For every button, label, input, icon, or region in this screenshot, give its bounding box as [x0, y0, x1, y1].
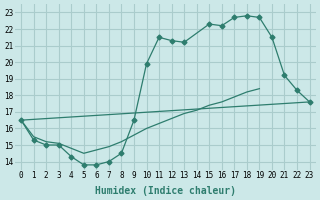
- X-axis label: Humidex (Indice chaleur): Humidex (Indice chaleur): [95, 186, 236, 196]
